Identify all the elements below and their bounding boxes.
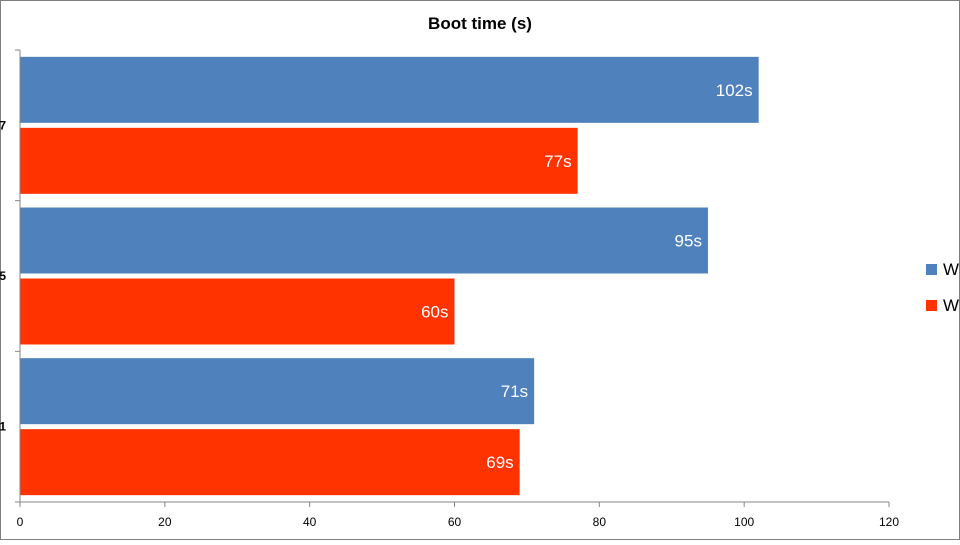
- data-label: 71s: [501, 382, 528, 401]
- legend-swatch: [926, 264, 937, 275]
- legend-swatch: [926, 300, 937, 311]
- data-label: 60s: [421, 303, 448, 322]
- bar: [20, 278, 455, 345]
- bar: [20, 127, 578, 194]
- x-tick-label: 120: [879, 515, 899, 529]
- data-label: 69s: [486, 453, 513, 472]
- x-tick-label: 20: [158, 515, 172, 529]
- y-tick-label: 1: [0, 420, 6, 434]
- bar: [20, 56, 759, 123]
- data-label: 95s: [675, 232, 702, 251]
- plot-area: 102s 77s 7 95s 60s 5 71s 69s 1 0 20 40 60 80 100 120: [0, 49, 899, 529]
- bar: [20, 358, 535, 425]
- bar: [20, 429, 520, 496]
- x-tick-label: 0: [17, 515, 24, 529]
- legend-label: W: [943, 296, 959, 315]
- x-tick-label: 80: [593, 515, 607, 529]
- x-tick-label: 100: [734, 515, 754, 529]
- legend: WW: [926, 260, 959, 315]
- y-tick-label: 5: [0, 269, 6, 283]
- data-label: 77s: [544, 152, 571, 171]
- chart-title: Boot time (s): [428, 14, 532, 33]
- data-label: 102s: [716, 81, 753, 100]
- x-tick-label: 40: [303, 515, 317, 529]
- y-tick-label: 7: [0, 118, 6, 132]
- bar: [20, 207, 708, 274]
- x-tick-label: 60: [448, 515, 462, 529]
- legend-label: W: [943, 260, 959, 279]
